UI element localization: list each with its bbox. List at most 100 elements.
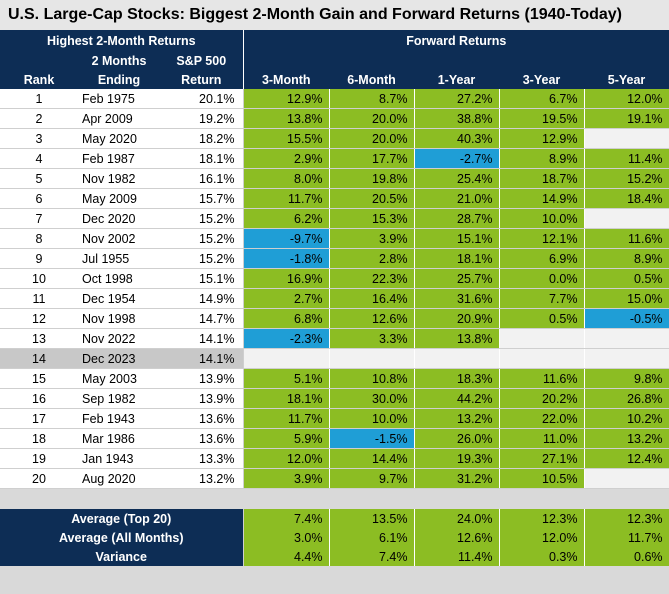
rank-cell: 15 [0, 368, 78, 389]
fwd-5y-cell: 26.8% [584, 388, 669, 409]
fwd-1y-cell: 44.2% [414, 388, 500, 409]
fwd-3m-cell [243, 348, 330, 369]
fwd-6m-cell [329, 348, 415, 369]
fwd-1y-cell: 26.0% [414, 428, 500, 449]
rank-cell: 1 [0, 89, 78, 109]
sp500-return-cell: 15.2% [160, 208, 244, 229]
period-ending-cell: Feb 1943 [78, 408, 160, 429]
sp500-return-cell: 14.7% [160, 308, 244, 329]
sp500-return-cell: 13.3% [160, 448, 244, 469]
period-ending-cell: May 2003 [78, 368, 160, 389]
fwd-3y-cell: 10.0% [499, 208, 585, 229]
table-row: 9 Jul 1955 15.2% -1.8% 2.8% 18.1% 6.9% 8.9% [0, 248, 669, 269]
sp500-return-cell: 18.1% [160, 148, 244, 169]
fwd-5y-cell: 12.0% [584, 89, 669, 109]
fwd-1y-cell: 20.9% [414, 308, 500, 329]
fwd-5y-cell [584, 328, 669, 349]
fwd-1y-cell: 25.4% [414, 168, 500, 189]
group-header-right: Forward Returns [243, 30, 669, 51]
period-ending-cell: Dec 1954 [78, 288, 160, 309]
col-header-3m: 3-Month [243, 51, 329, 89]
period-ending-cell: May 2020 [78, 128, 160, 149]
fwd-6m-cell: -1.5% [329, 428, 415, 449]
fwd-1y-cell: 19.3% [414, 448, 500, 469]
col-header-1y: 1-Year [414, 51, 499, 89]
fwd-1y-cell: 24.0% [414, 509, 500, 528]
fwd-3m-cell: 3.9% [243, 468, 330, 489]
fwd-3y-cell: 18.7% [499, 168, 585, 189]
sp500-return-cell: 13.9% [160, 368, 244, 389]
fwd-3m-cell: -1.8% [243, 248, 330, 269]
fwd-3m-cell: 2.7% [243, 288, 330, 309]
rank-cell: 11 [0, 288, 78, 309]
rank-cell: 4 [0, 148, 78, 169]
sp500-return-cell: 15.2% [160, 228, 244, 249]
fwd-6m-cell: 2.8% [329, 248, 415, 269]
col-header-3y: 3-Year [499, 51, 584, 89]
rank-cell: 14 [0, 348, 78, 369]
fwd-1y-cell: 11.4% [414, 547, 500, 566]
summary-label: Average (All Months) [0, 528, 244, 547]
period-ending-cell: Dec 2020 [78, 208, 160, 229]
period-ending-cell: Aug 2020 [78, 468, 160, 489]
rank-cell: 9 [0, 248, 78, 269]
fwd-6m-cell: 12.6% [329, 308, 415, 329]
fwd-3m-cell: 7.4% [243, 509, 330, 528]
fwd-3m-cell: 5.1% [243, 368, 330, 389]
fwd-1y-cell: 25.7% [414, 268, 500, 289]
sp500-return-cell: 13.9% [160, 388, 244, 409]
fwd-5y-cell: 15.2% [584, 168, 669, 189]
fwd-1y-cell: -2.7% [414, 148, 500, 169]
fwd-1y-cell: 31.2% [414, 468, 500, 489]
fwd-3y-cell: 6.7% [499, 89, 585, 109]
rank-cell: 3 [0, 128, 78, 149]
fwd-3y-cell: 11.0% [499, 428, 585, 449]
fwd-3y-cell: 7.7% [499, 288, 585, 309]
table-row: 12 Nov 1998 14.7% 6.8% 12.6% 20.9% 0.5% -0.5% [0, 308, 669, 329]
table-row: 20 Aug 2020 13.2% 3.9% 9.7% 31.2% 10.5% [0, 468, 669, 489]
period-ending-cell: Jan 1943 [78, 448, 160, 469]
fwd-3y-cell: 27.1% [499, 448, 585, 469]
period-ending-cell: Oct 1998 [78, 268, 160, 289]
fwd-1y-cell [414, 348, 500, 369]
sp500-return-cell: 15.1% [160, 268, 244, 289]
fwd-3m-cell: 11.7% [243, 188, 330, 209]
spacer-row [0, 488, 669, 508]
table-row: 3 May 2020 18.2% 15.5% 20.0% 40.3% 12.9% [0, 128, 669, 149]
fwd-3m-cell: -2.3% [243, 328, 330, 349]
fwd-3y-cell: 12.1% [499, 228, 585, 249]
fwd-1y-cell: 27.2% [414, 89, 500, 109]
fwd-5y-cell: 0.5% [584, 268, 669, 289]
col-header-ending-line1: 2 Months [78, 51, 160, 70]
rank-cell: 6 [0, 188, 78, 209]
fwd-6m-cell: 3.3% [329, 328, 415, 349]
fwd-3y-cell: 0.0% [499, 268, 585, 289]
fwd-5y-cell: 18.4% [584, 188, 669, 209]
sp500-return-cell: 13.2% [160, 468, 244, 489]
rank-cell: 19 [0, 448, 78, 469]
fwd-3m-cell: 4.4% [243, 547, 330, 566]
table-row: 2 Apr 2009 19.2% 13.8% 20.0% 38.8% 19.5% 19.1% [0, 108, 669, 129]
rank-cell: 5 [0, 168, 78, 189]
fwd-3y-cell: 19.5% [499, 108, 585, 129]
fwd-3m-cell: 6.2% [243, 208, 330, 229]
spacer-cell [0, 488, 669, 508]
fwd-1y-cell: 13.2% [414, 408, 500, 429]
sp500-return-cell: 13.6% [160, 408, 244, 429]
spacer-row [0, 508, 669, 509]
fwd-3m-cell: 6.8% [243, 308, 330, 329]
table-row: 11 Dec 1954 14.9% 2.7% 16.4% 31.6% 7.7% 15.0% [0, 288, 669, 309]
rank-cell: 12 [0, 308, 78, 329]
fwd-5y-cell: 11.4% [584, 148, 669, 169]
returns-table: Highest 2-Month Returns Forward Returns … [0, 30, 669, 566]
table-row: 8 Nov 2002 15.2% -9.7% 3.9% 15.1% 12.1% 11.6% [0, 228, 669, 249]
fwd-1y-cell: 18.3% [414, 368, 500, 389]
table-row: 7 Dec 2020 15.2% 6.2% 15.3% 28.7% 10.0% [0, 208, 669, 229]
col-header-rank: Rank [0, 51, 78, 89]
sp500-return-cell: 15.7% [160, 188, 244, 209]
period-ending-cell: May 2009 [78, 188, 160, 209]
fwd-6m-cell: 8.7% [329, 89, 415, 109]
page-title: U.S. Large-Cap Stocks: Biggest 2-Month G… [0, 0, 669, 30]
period-ending-cell: Sep 1982 [78, 388, 160, 409]
